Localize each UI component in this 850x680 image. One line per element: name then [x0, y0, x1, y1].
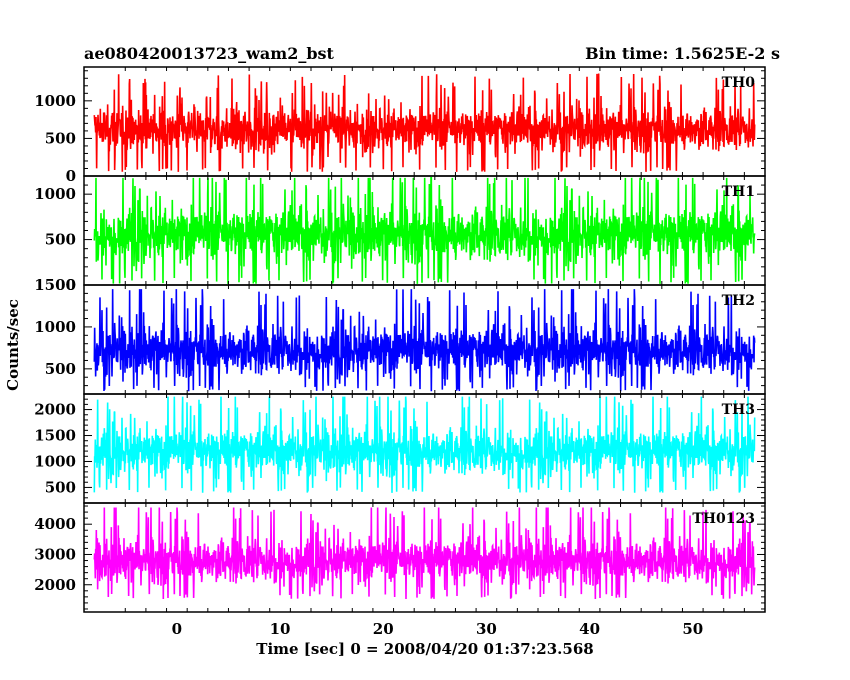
- x-tick-label: 30: [476, 620, 497, 638]
- panel-th3: 500 1000 1500 2000 TH3: [34, 393, 766, 504]
- panel-th2: 500 1000 1500 TH2: [34, 276, 766, 395]
- x-tick-label: 0: [172, 620, 182, 638]
- y-tick-label: 500: [45, 360, 76, 378]
- panel-th0123: 2000 3000 4000 TH0123: [34, 502, 766, 613]
- x-axis-label: Time [sec] 0 = 2008/04/20 01:37:23.568: [256, 640, 593, 658]
- panel-label: TH2: [722, 293, 755, 309]
- y-tick-label: 0: [66, 167, 76, 185]
- y-tick-label: 0: [66, 276, 76, 294]
- y-tick-label: 1500: [34, 276, 76, 294]
- panel-th0: 0 500 1000 TH0: [34, 66, 766, 185]
- y-tick-label: 2000: [34, 401, 76, 419]
- panels-group: 0 500 1000 TH0 0 500 1000 TH1 500 1000 1500 TH2 500 1…: [34, 66, 766, 613]
- panel-label: TH0123: [692, 511, 755, 527]
- y-tick-label: 4000: [34, 515, 76, 533]
- panel-label: TH0: [722, 75, 756, 91]
- series-th1: [93, 177, 756, 284]
- series-th0: [93, 73, 756, 172]
- x-tick-label: 40: [579, 620, 600, 638]
- panel-label: TH3: [722, 402, 755, 418]
- bin-time-label: Bin time: 1.5625E-2 s: [585, 44, 780, 63]
- y-tick-label: 500: [45, 231, 76, 249]
- panel-frame: [83, 502, 766, 613]
- series-th2: [93, 289, 756, 392]
- chart-title: ae080420013723_wam2_bst: [84, 44, 335, 63]
- panel-label: TH1: [722, 184, 755, 200]
- x-tick-label: 20: [373, 620, 394, 638]
- y-tick-label: 2000: [34, 576, 76, 594]
- series-th3: [93, 396, 756, 493]
- y-tick-label: 3000: [34, 545, 76, 563]
- y-tick-label: 1000: [34, 92, 76, 110]
- y-axis-label: Counts/sec: [4, 299, 22, 391]
- x-tick-label: 10: [270, 620, 291, 638]
- series-th0123: [93, 507, 756, 600]
- y-tick-label: 500: [45, 478, 76, 496]
- x-tick-label: 50: [682, 620, 703, 638]
- y-tick-label: 1000: [34, 185, 76, 203]
- y-tick-label: 1500: [34, 427, 76, 445]
- y-tick-label: 1000: [34, 318, 76, 336]
- y-tick-label: 500: [45, 129, 76, 147]
- y-tick-label: 1000: [34, 452, 76, 470]
- panel-th1: 0 500 1000 TH1: [34, 175, 766, 294]
- x-axis: 0 10 20 30 40 50: [172, 620, 704, 638]
